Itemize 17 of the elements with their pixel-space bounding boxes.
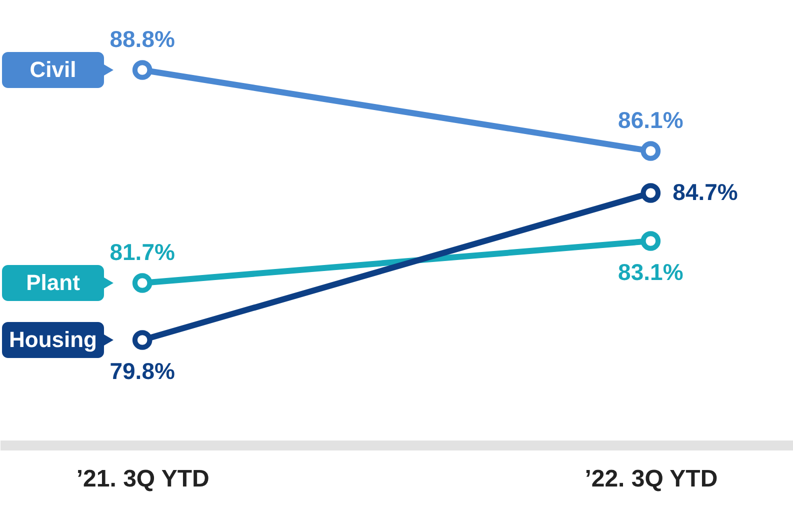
x-tick-label: ’22. 3Q YTD	[584, 466, 718, 492]
point	[640, 141, 661, 161]
data-label: 81.7%	[110, 239, 175, 265]
legend-label: Housing	[9, 327, 97, 352]
data-label: 83.1%	[618, 259, 684, 285]
point	[132, 330, 152, 350]
point	[132, 60, 152, 80]
point	[640, 231, 661, 251]
x-tick-label: ’21. 3Q YTD	[76, 466, 210, 492]
point	[132, 273, 152, 293]
legend-label: Plant	[26, 270, 81, 295]
data-label: 88.8%	[110, 26, 175, 52]
legend-label: Civil	[30, 57, 76, 82]
data-label: 84.7%	[672, 179, 738, 205]
point	[640, 183, 661, 203]
data-label: 86.1%	[618, 107, 684, 133]
data-label: 79.8%	[110, 358, 175, 384]
